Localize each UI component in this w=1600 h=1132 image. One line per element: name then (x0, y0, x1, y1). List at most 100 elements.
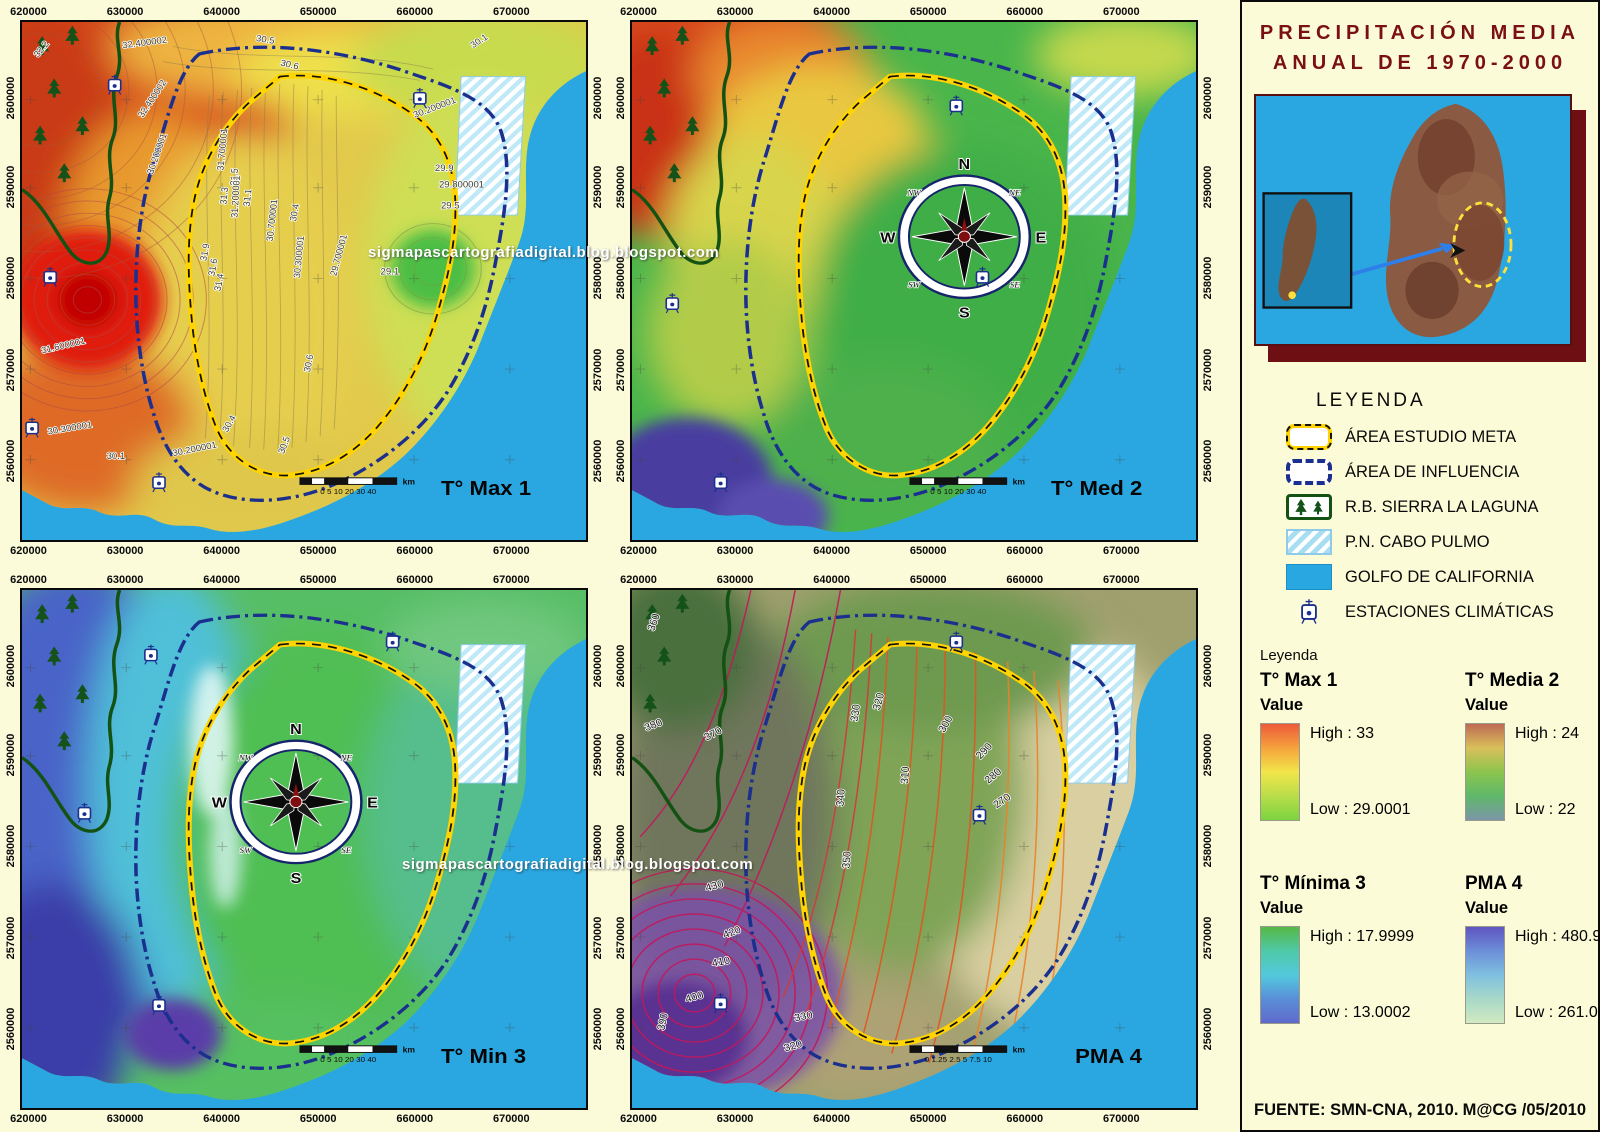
legend-tminima: T° Mínima 3 Value High : 17.9999 Low : 1… (1260, 873, 1465, 1024)
low-value: Low : 29.0001 (1310, 801, 1411, 818)
svg-text:320: 320 (871, 692, 888, 712)
pma-color-ramp (1465, 926, 1505, 1024)
area-influencia-swatch (1286, 459, 1332, 485)
y-axis-left: 2600000 2590000 2580000 2570000 2560000 (4, 644, 17, 1051)
tminima-color-ramp (1260, 926, 1300, 1024)
legend-label: ESTACIONES CLIMÁTICAS (1345, 602, 1554, 621)
svg-text:31.3: 31.3 (218, 187, 230, 205)
legend-item-area-influencia: ÁREA DE INFLUENCIA (1286, 459, 1598, 485)
tmin-raster (22, 590, 586, 1100)
panel-title-line2: ANUAL DE 1970-2000 (1272, 52, 1568, 74)
study-area-outline (185, 640, 459, 1047)
y-axis-right: 2600000 2590000 2580000 2570000 2560000 (591, 644, 604, 1051)
legend-pma: PMA 4 Value High : 480.992 Low : 261.003 (1465, 873, 1600, 1024)
value-legends: T° Max 1 Value High : 33 Low : 29.0001 T… (1260, 670, 1600, 1024)
contour-lines (22, 22, 482, 452)
x-axis-top: 620000 630000 640000 650000 660000 670000 (620, 574, 1140, 586)
high-value: High : 24 (1515, 725, 1580, 742)
legend-item-cabo-pulmo: P.N. CABO PULMO (1286, 529, 1598, 555)
tmed-map: 0 5 10 20 30 40 km T° Med 2 (632, 22, 1196, 540)
cabo-pulmo-hatch (1064, 644, 1137, 784)
map-panel-tmed: 620000 630000 640000 650000 660000 670000 620… (612, 0, 1216, 562)
legend-tmedia: T° Media 2 Value High : 24 Low : 22 (1465, 670, 1600, 821)
scale-bar: 0 5 10 20 30 40 km (299, 477, 415, 496)
svg-text:29.800001: 29.800001 (439, 180, 484, 190)
locator-map (1254, 94, 1572, 346)
svg-text:29.9: 29.9 (435, 163, 454, 173)
svg-text:29.1: 29.1 (381, 267, 400, 277)
study-area-outline (185, 72, 459, 479)
svg-text:430: 430 (704, 878, 725, 894)
influence-outline (744, 613, 1119, 1070)
source-text: FUENTE: SMN-CNA, 2010. (1254, 1101, 1459, 1119)
x-axis-top: 620000 630000 640000 650000 660000 670000 (10, 574, 530, 586)
svg-text:400: 400 (684, 989, 705, 1005)
map-panel-pma: 620000 630000 640000 650000 660000 670000 620… (612, 568, 1216, 1130)
legend-title: LEYENDA (1316, 390, 1426, 411)
value-label: Value (1260, 899, 1304, 917)
legend-list: ÁREA ESTUDIO META ÁREA DE INFLUENCIA R.B… (1286, 424, 1598, 625)
svg-text:31.700001: 31.700001 (215, 128, 229, 171)
map-frame: 0 5 10 20 30 40 km T° Min 3 (20, 588, 588, 1110)
legend-tminima-title: T° Mínima 3 (1260, 873, 1366, 894)
svg-text:310: 310 (899, 766, 913, 784)
x-axis-top: 620000 630000 640000 650000 660000 670000 (10, 6, 530, 18)
legend-item-estaciones: ESTACIONES CLIMÁTICAS (1286, 598, 1598, 625)
map-frame: 0 5 10 20 30 40 km T° Med 2 (630, 20, 1198, 542)
svg-text:km: km (1013, 478, 1025, 487)
svg-text:29.5: 29.5 (441, 201, 460, 211)
svg-text:350: 350 (840, 851, 854, 869)
panel-title-line1: PRECIPITACIÓN MEDIA (1259, 22, 1581, 44)
svg-text:30.1: 30.1 (107, 451, 126, 461)
legend-label: ÁREA DE INFLUENCIA (1345, 462, 1520, 481)
svg-text:0 5 10 20 30 40: 0 5 10 20 30 40 (320, 487, 377, 496)
pine-tree-icon (1313, 500, 1323, 514)
high-value: High : 33 (1310, 725, 1375, 742)
value-label: Value (1465, 899, 1509, 917)
svg-text:km: km (403, 1046, 415, 1055)
x-axis-top: 620000 630000 640000 650000 660000 670000 (620, 6, 1140, 18)
map-title-pma: PMA 4 (1075, 1044, 1142, 1067)
svg-text:30.5: 30.5 (255, 33, 275, 46)
svg-text:330: 330 (793, 1009, 814, 1024)
svg-text:340: 340 (834, 789, 848, 807)
low-value: Low : 261.003 (1515, 1004, 1600, 1021)
maps-grid: 620000 630000 640000 650000 660000 670000 620… (4, 0, 1216, 1130)
locator-map-image (1256, 100, 1570, 340)
legend-item-golfo: GOLFO DE CALIFORNIA (1286, 564, 1598, 590)
influence-outline (134, 45, 509, 502)
map-title-tmin: T° Min 3 (441, 1044, 526, 1067)
svg-text:320: 320 (783, 1038, 804, 1054)
svg-text:km: km (403, 478, 415, 487)
value-label: Value (1465, 696, 1509, 714)
area-estudio-swatch (1286, 424, 1332, 450)
svg-text:31.200001: 31.200001 (229, 175, 242, 218)
svg-text:410: 410 (711, 955, 732, 970)
low-value: Low : 22 (1515, 801, 1576, 818)
tmed-raster (632, 22, 1196, 532)
y-axis-right: 2600000 2590000 2580000 2570000 2560000 (591, 76, 604, 483)
tmedia-color-ramp (1465, 723, 1505, 821)
svg-text:31.5: 31.5 (228, 168, 240, 186)
panel-footer: FUENTE: SMN-CNA, 2010. M@CG /05/2010 (1254, 1101, 1586, 1120)
scale-bar: 0 1.25 2.5 5 7.5 10 km (909, 1045, 1025, 1064)
svg-text:31.6: 31.6 (206, 258, 219, 277)
study-area-marker (1452, 201, 1513, 289)
svg-text:30.4: 30.4 (288, 203, 301, 222)
svg-text:0 5 10 20 30 40: 0 5 10 20 30 40 (320, 1055, 377, 1064)
tmax-color-ramp (1260, 723, 1300, 821)
map-frame: 360 380 370 330 320 310 300 290 280 270 340 350 430 4… (630, 588, 1198, 1110)
legend-label: P.N. CABO PULMO (1345, 532, 1490, 551)
golfo-swatch (1286, 564, 1332, 590)
high-value: High : 17.9999 (1310, 928, 1415, 945)
x-axis-bottom: 620000 630000 640000 650000 660000 670000 (10, 1113, 530, 1125)
cabo-pulmo-swatch (1286, 529, 1332, 555)
y-axis-right: 2600000 2590000 2580000 2570000 2560000 (1201, 76, 1214, 483)
svg-text:390: 390 (655, 1012, 671, 1031)
low-value: Low : 13.0002 (1310, 1004, 1411, 1021)
credit-text: M@CG /05/2010 (1462, 1101, 1586, 1119)
station-icon (1286, 598, 1332, 625)
y-axis-left: 2600000 2590000 2580000 2570000 2560000 (614, 644, 627, 1051)
